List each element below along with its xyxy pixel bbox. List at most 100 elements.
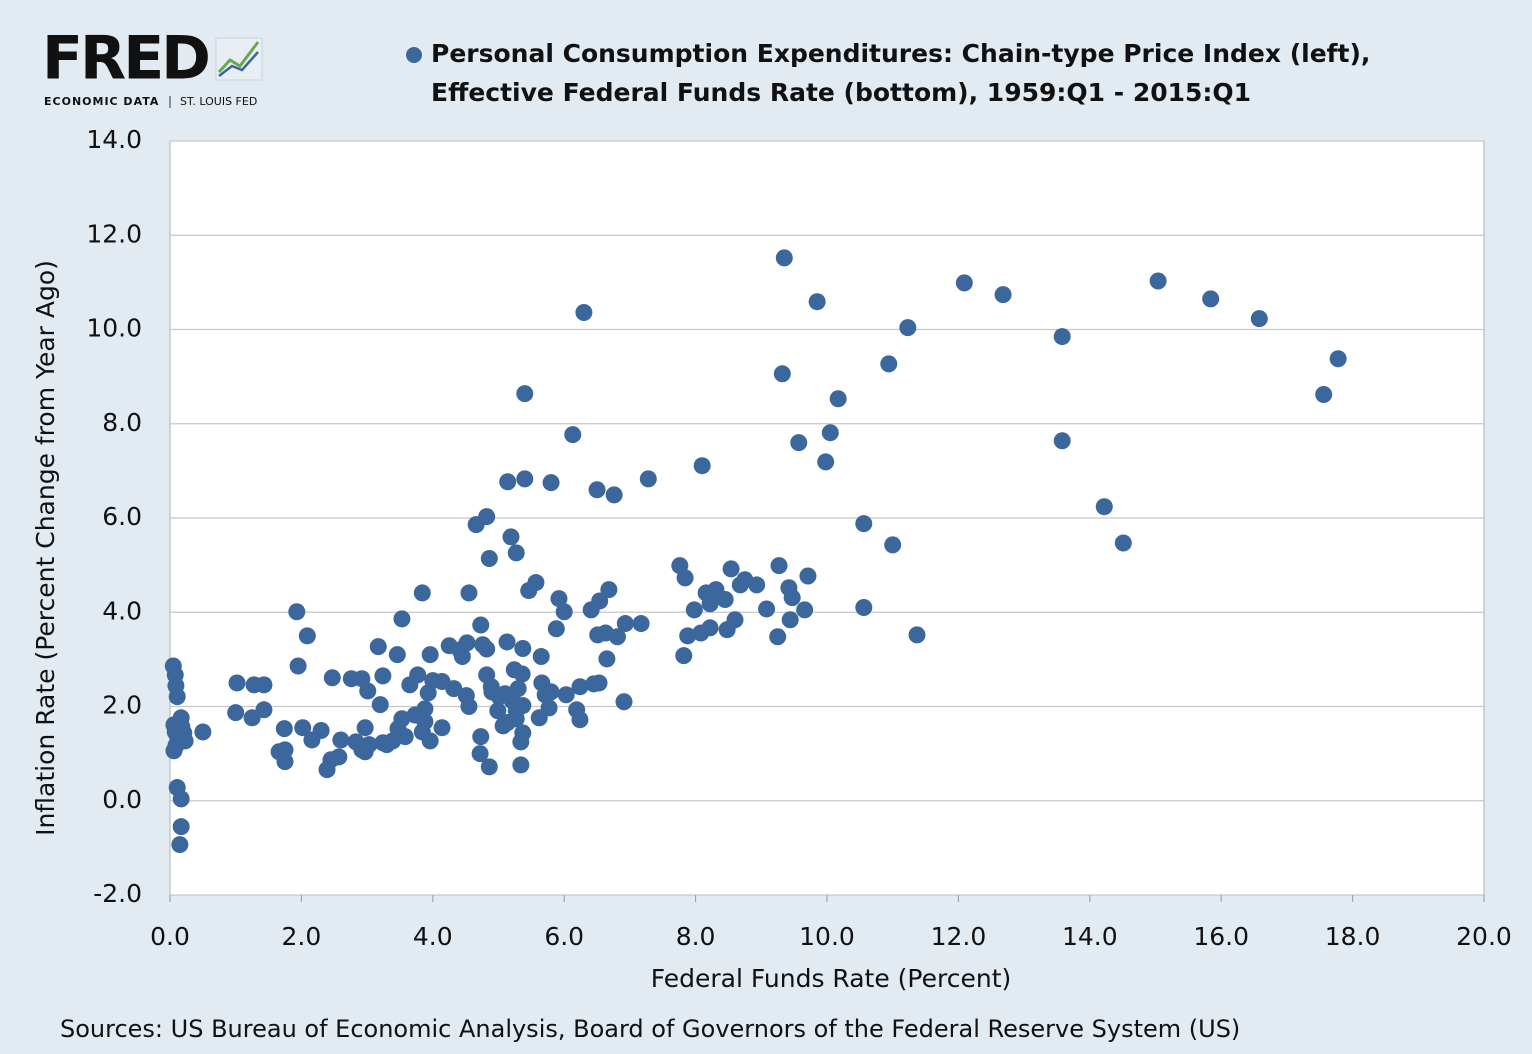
point [616,615,634,633]
point [799,567,817,585]
point [783,589,801,607]
point [467,516,485,534]
point [908,626,926,644]
point [542,474,560,492]
point [817,453,835,471]
point [880,355,898,373]
logo-org: ST. LOUIS FED [180,95,257,108]
point [564,426,582,444]
point [1149,272,1167,290]
point [1250,310,1268,328]
point [453,648,471,666]
y-tick-label: 12.0 [86,219,142,248]
point [605,486,623,504]
point [168,688,186,706]
point [790,434,808,452]
point [1114,534,1132,552]
point [419,684,437,702]
point [421,646,439,664]
point [393,610,411,628]
x-tick-label: 4.0 [413,922,453,951]
point [536,686,554,704]
point [758,600,776,618]
point [679,627,697,645]
point [494,717,512,735]
point [507,544,525,562]
point [855,515,873,533]
point [490,688,508,706]
point [471,745,489,763]
point [318,761,336,779]
point [571,711,589,729]
point [615,693,633,711]
point [303,731,321,749]
point [1202,290,1220,308]
point [478,640,496,658]
x-tick-label: 14.0 [1062,922,1118,951]
point [227,704,245,722]
point [275,720,293,738]
point [371,696,389,714]
point [514,640,532,658]
point [899,319,917,337]
y-tick-label: 6.0 [102,502,142,531]
point [716,591,734,609]
legend-marker [406,47,422,63]
point [550,590,568,608]
x-tick-label: 20.0 [1456,922,1512,951]
point [632,615,650,633]
point [821,424,839,442]
point [228,674,246,692]
point [773,365,791,383]
y-tick-label: 2.0 [102,691,142,720]
point [243,709,261,727]
point [722,560,740,578]
point [172,790,190,808]
logo: FRED [42,24,208,94]
x-tick-label: 18.0 [1325,922,1381,951]
point [472,728,490,746]
point [575,304,593,322]
point [608,628,626,646]
point [571,678,589,696]
point [693,457,711,475]
point [421,732,439,750]
point [516,385,534,403]
point [276,753,294,771]
y-tick-label: 10.0 [86,314,142,343]
point [369,638,387,656]
point [557,686,575,704]
point [731,576,749,594]
point [769,628,787,646]
x-tick-label: 6.0 [544,922,584,951]
point [480,550,498,568]
source-note: Sources: US Bureau of Economic Analysis,… [60,1015,1240,1043]
point [356,743,374,761]
point [1315,386,1333,404]
point [598,650,616,668]
point [513,665,531,683]
point [781,611,799,629]
point [401,676,419,694]
y-tick-label: 4.0 [102,596,142,625]
point [829,390,847,408]
point [172,818,190,836]
point [775,249,793,267]
point [685,601,703,619]
point [588,481,606,499]
point [884,536,902,554]
x-tick-label: 0.0 [150,922,190,951]
point [1053,432,1071,450]
point [600,581,618,599]
point [374,667,392,685]
point [520,582,538,600]
point [748,576,766,594]
point [994,286,1012,304]
point [433,719,451,737]
point [498,633,516,651]
point [413,584,431,602]
x-tick-label: 8.0 [676,922,716,951]
point [701,595,719,613]
logo-icon [215,37,263,81]
